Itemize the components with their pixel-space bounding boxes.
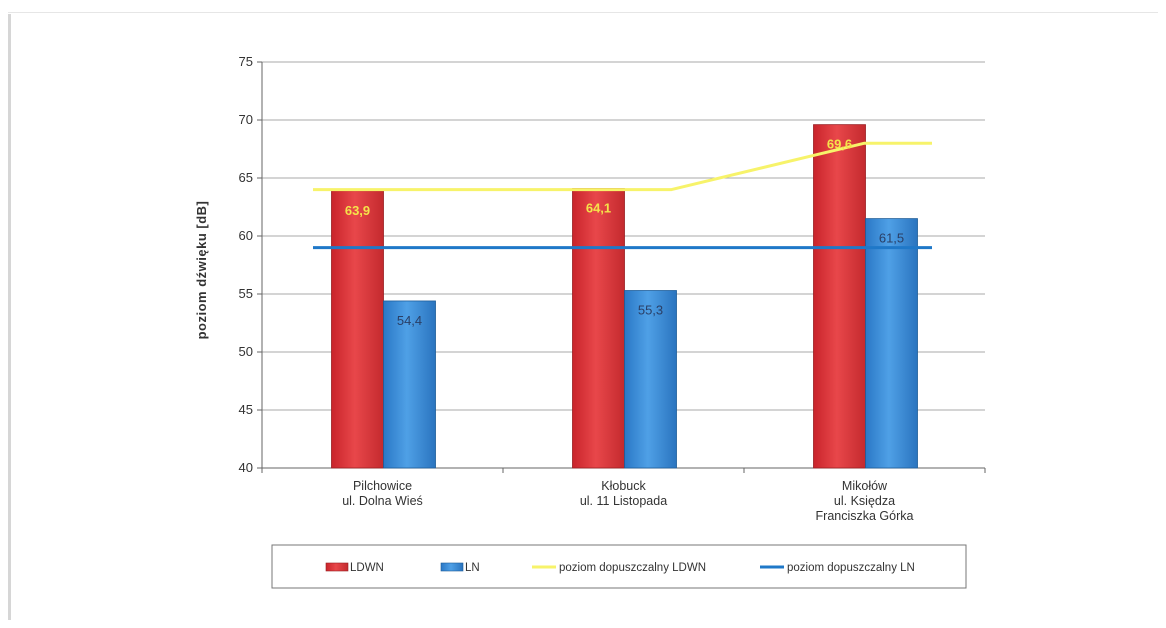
legend: LDWN LN poziom dopuszczalny LDWN poziom … <box>272 545 966 588</box>
legend-label-limit-ldwn: poziom dopuszczalny LDWN <box>559 562 706 574</box>
x-category-label-0: Pilchowice ul. Dolna Wieś <box>342 479 423 508</box>
bar-ldwn-2 <box>814 125 866 468</box>
y-tick-label-45: 45 <box>239 402 253 417</box>
data-label-ldwn-1: 64,1 <box>586 200 611 215</box>
x-category-label-1: Kłobuck ul. 11 Listopada <box>580 479 667 508</box>
legend-label-limit-ln: poziom dopuszczalny LN <box>787 562 915 574</box>
data-label-ldwn-0: 63,9 <box>345 203 370 218</box>
y-tick-label-70: 70 <box>239 112 253 127</box>
bar-ldwn-0 <box>332 191 384 468</box>
legend-swatch-ldwn <box>326 563 348 571</box>
data-label-ln-1: 55,3 <box>638 303 663 318</box>
bar-ln-2 <box>866 219 918 468</box>
x-category-label-line: ul. 11 Listopada <box>580 494 667 508</box>
y-tick-label-75: 75 <box>239 54 253 69</box>
y-tick-label-65: 65 <box>239 170 253 185</box>
legend-swatch-ln <box>441 563 463 571</box>
y-tick-label-50: 50 <box>239 344 253 359</box>
x-category-label-line: Franciszka Górka <box>816 509 914 523</box>
bar-ldwn-1 <box>573 188 625 468</box>
x-category-label-line: Pilchowice <box>353 479 412 493</box>
y-tick-label-60: 60 <box>239 228 253 243</box>
data-label-ln-2: 61,5 <box>879 231 904 246</box>
y-tick-label-40: 40 <box>239 460 253 475</box>
legend-label-ldwn: LDWN <box>350 562 384 574</box>
y-tick-label-55: 55 <box>239 286 253 301</box>
data-label-ln-0: 54,4 <box>397 313 422 328</box>
legend-label-ln: LN <box>465 562 480 574</box>
bars <box>332 125 918 468</box>
x-category-label-line: ul. Księdza <box>834 494 895 508</box>
y-axis-label: poziom dźwięku [dB] <box>194 201 209 340</box>
data-label-ldwn-2: 69,6 <box>827 137 852 152</box>
x-category-label-line: Mikołów <box>842 479 888 493</box>
x-category-label-2: Mikołów ul. Księdza Franciszka Górka <box>816 479 914 523</box>
x-category-label-line: Kłobuck <box>601 479 646 493</box>
x-category-label-line: ul. Dolna Wieś <box>342 494 423 508</box>
